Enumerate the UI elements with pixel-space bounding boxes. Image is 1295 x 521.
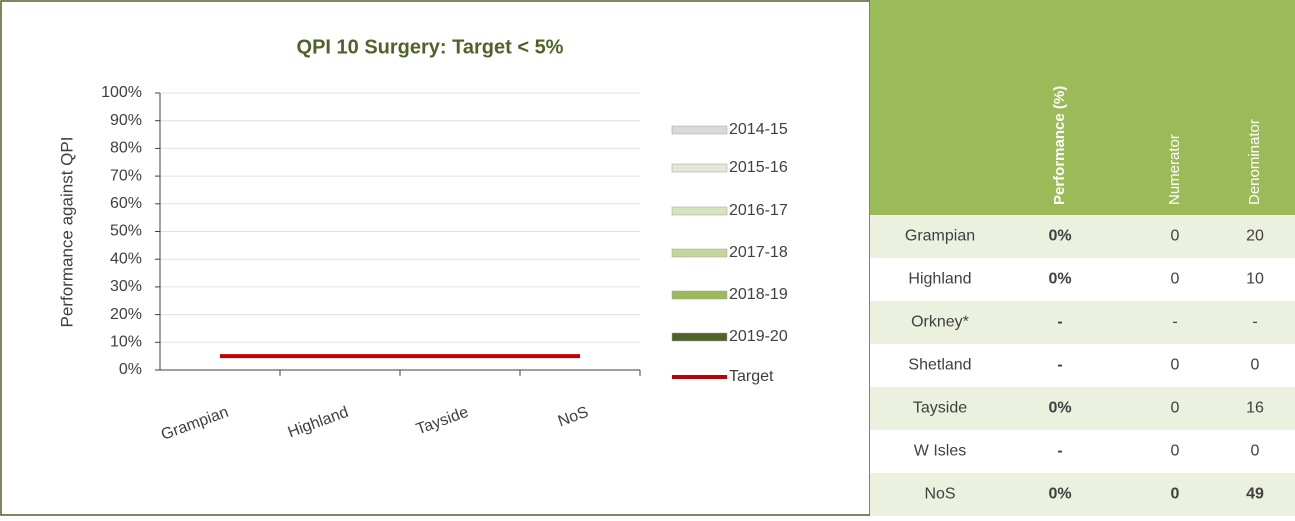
table-row bbox=[870, 301, 1295, 344]
table-cell: 0% bbox=[1048, 228, 1071, 245]
y-tick-label: 70% bbox=[110, 167, 142, 184]
table-cell: Grampian bbox=[905, 228, 975, 245]
y-tick-label: 10% bbox=[110, 334, 142, 351]
legend-label: 2018-19 bbox=[729, 286, 788, 303]
table-row bbox=[870, 473, 1295, 516]
table-cell: 0 bbox=[1251, 443, 1260, 460]
table-cell: - bbox=[1172, 314, 1177, 331]
table-row bbox=[870, 215, 1295, 258]
legend-label: 2016-17 bbox=[729, 202, 788, 219]
table-cell: NoS bbox=[924, 486, 955, 503]
table-cell: 0 bbox=[1171, 443, 1180, 460]
table-cell: 20 bbox=[1246, 228, 1264, 245]
legend-label: 2019-20 bbox=[729, 328, 788, 345]
y-axis-label: Performance against QPI bbox=[57, 137, 76, 328]
legend-swatch bbox=[671, 248, 728, 258]
y-tick-label: 0% bbox=[119, 361, 142, 378]
table-cell: 0% bbox=[1048, 400, 1071, 417]
legend-label: 2014-15 bbox=[729, 121, 788, 138]
table-cell: 49 bbox=[1246, 486, 1264, 503]
table-cell: - bbox=[1252, 314, 1257, 331]
y-tick-label: 90% bbox=[110, 112, 142, 129]
y-tick-label: 50% bbox=[110, 223, 142, 240]
table-cell: 0% bbox=[1048, 486, 1071, 503]
table-row bbox=[870, 344, 1295, 387]
chart-frame bbox=[0, 0, 871, 516]
table-cell: 10 bbox=[1246, 271, 1264, 288]
table-cell: 0 bbox=[1171, 357, 1180, 374]
chart-title: QPI 10 Surgery: Target < 5% bbox=[297, 36, 564, 58]
table-cell: - bbox=[1057, 314, 1062, 331]
table-cell: W Isles bbox=[914, 443, 966, 460]
column-header: Numerator bbox=[1166, 134, 1183, 205]
legend-swatch bbox=[671, 332, 728, 342]
y-tick-label: 100% bbox=[101, 84, 142, 101]
table-cell: - bbox=[1057, 443, 1062, 460]
table-cell: Orkney* bbox=[911, 314, 969, 331]
legend-label: Target bbox=[729, 368, 774, 385]
column-header: Denominator bbox=[1246, 119, 1263, 205]
table-row bbox=[870, 258, 1295, 301]
table-cell: - bbox=[1057, 357, 1062, 374]
legend-swatch bbox=[671, 163, 728, 173]
table-cell: 0% bbox=[1048, 271, 1071, 288]
y-tick-label: 60% bbox=[110, 195, 142, 212]
legend-swatch bbox=[671, 290, 728, 300]
legend-label: 2015-16 bbox=[729, 159, 788, 176]
table-row bbox=[870, 430, 1295, 473]
legend-swatch bbox=[671, 125, 728, 135]
y-tick-label: 20% bbox=[110, 306, 142, 323]
y-tick-label: 80% bbox=[110, 140, 142, 157]
y-tick-label: 40% bbox=[110, 250, 142, 267]
table-header bbox=[870, 0, 1295, 215]
y-tick-label: 30% bbox=[110, 278, 142, 295]
legend-label: 2017-18 bbox=[729, 244, 788, 261]
table-cell: 0 bbox=[1171, 400, 1180, 417]
table-cell: Highland bbox=[908, 271, 971, 288]
table-cell: 0 bbox=[1171, 271, 1180, 288]
legend-swatch bbox=[671, 206, 728, 216]
table-cell: 0 bbox=[1171, 228, 1180, 245]
table-cell: 16 bbox=[1246, 400, 1264, 417]
table-cell: Tayside bbox=[913, 400, 967, 417]
table-cell: Shetland bbox=[908, 357, 971, 374]
table-cell: 0 bbox=[1251, 357, 1260, 374]
table-row bbox=[870, 387, 1295, 430]
table-cell: 0 bbox=[1171, 486, 1180, 503]
column-header: Performance (%) bbox=[1051, 86, 1068, 205]
